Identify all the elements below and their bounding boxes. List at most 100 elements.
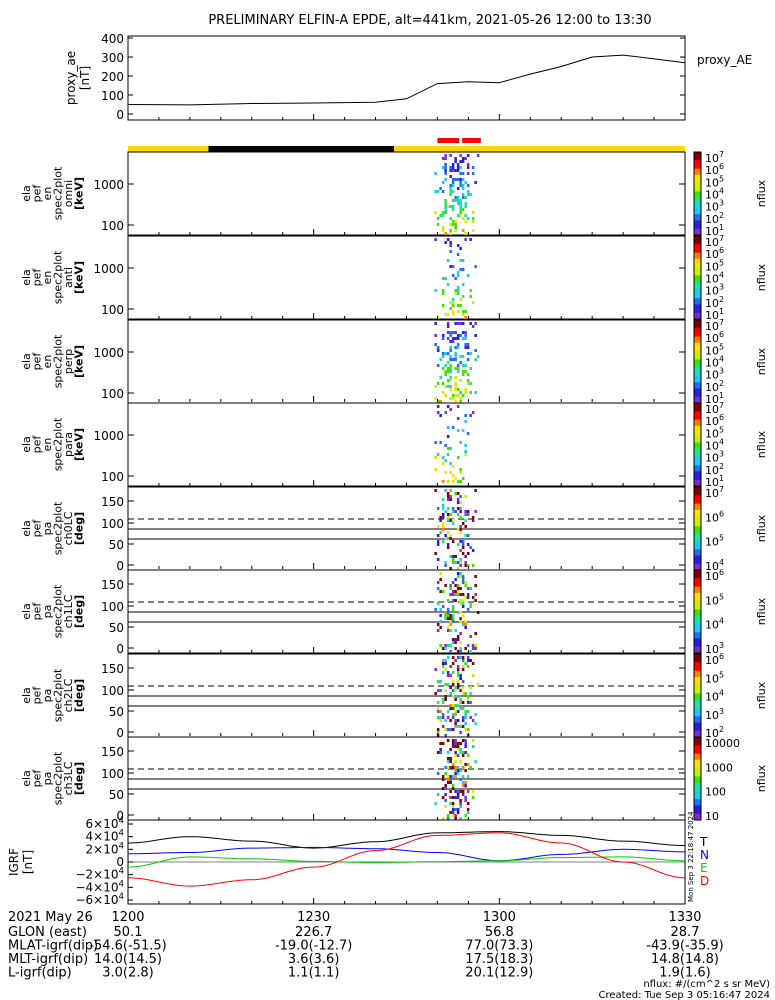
spectro-cell (441, 507, 445, 510)
spectro-cell (461, 725, 465, 728)
colorbar-tick-label: 106 (705, 568, 724, 583)
spectro-cell (474, 322, 477, 325)
colorbar-tick-label: 104 (705, 271, 724, 286)
colorbar-segment (694, 296, 701, 299)
spectro-cell (446, 367, 450, 370)
spectro-cell (454, 593, 457, 596)
spectro-cell (449, 567, 452, 570)
spectro-cell (461, 775, 465, 778)
science-zone-marker (437, 138, 460, 143)
spectro-ylabel: pef (31, 602, 44, 621)
spectro-ylabel: omni (62, 180, 75, 207)
colorbar-segment (694, 483, 701, 487)
igrf-ytick-label: −4×104 (75, 879, 124, 894)
spectro-cell (456, 567, 460, 570)
spectro-cell (441, 665, 445, 668)
spectro-cell (474, 647, 477, 650)
spectro-cell (449, 346, 452, 349)
colorbar-segment (694, 376, 701, 379)
colorbar-segment (694, 724, 701, 728)
colorbar-segment (694, 680, 701, 684)
spectro-cell (441, 391, 445, 394)
spectro-cell (441, 352, 445, 355)
spectro-cell (439, 376, 442, 379)
spectro-cell (456, 370, 460, 373)
spectro-cell (449, 704, 452, 707)
spectro-cell (459, 154, 462, 157)
spectro-cell (454, 352, 457, 355)
colorbar-segment (694, 338, 701, 342)
spectro-cell (456, 286, 460, 289)
spectro-cell (451, 397, 455, 400)
spectro-cell (434, 385, 437, 388)
created-note: Created: Tue Sep 3 05:16:47 2024 (599, 990, 771, 1000)
spectro-cell (454, 388, 457, 391)
colorbar-segment (694, 189, 701, 192)
spectro-cell (461, 283, 465, 286)
colorbar-segment (694, 772, 701, 775)
spectro-cell (466, 644, 470, 647)
colorbar-segment (694, 632, 701, 635)
colorbar-segment (694, 491, 701, 494)
spectro-cell (456, 745, 460, 748)
spectro-cell (444, 199, 447, 202)
colorbar-segment (694, 361, 701, 365)
spectro-cell (459, 510, 462, 513)
spectro-cell (464, 310, 467, 313)
colorbar-segment (694, 240, 701, 243)
spectro-cell (451, 620, 455, 623)
spectro-cell (436, 558, 440, 561)
colorbar-segment (694, 592, 701, 596)
colorbar-segment (694, 714, 701, 717)
colorbar-segment (694, 582, 701, 586)
spectro-cell (434, 343, 437, 346)
colorbar-segment (694, 664, 701, 667)
spectro-ylabel: [deg] (73, 512, 86, 545)
spectro-cell (469, 587, 472, 590)
spectro-cell (446, 352, 450, 355)
colorbar-segment (694, 271, 701, 274)
colorbar-segment (694, 344, 701, 348)
colorbar-segment (694, 152, 701, 155)
spectro-cell (446, 205, 450, 208)
spectro-cell (436, 507, 440, 510)
colorbar-segment (694, 505, 701, 509)
spectro-cell (461, 310, 465, 313)
proxy-ae-ytick-label: 200 (101, 70, 124, 84)
colorbar-segment (694, 609, 701, 612)
spectro-cell (459, 731, 462, 734)
spectro-cell (459, 805, 462, 808)
spectro-cell (461, 208, 465, 211)
spectro-cell (449, 811, 452, 814)
spectro-cell (444, 394, 447, 397)
spectro-cell (464, 214, 467, 217)
colorbar-segment (694, 759, 701, 763)
spectro-cell (449, 757, 452, 760)
spectro-cell (454, 160, 457, 163)
spectro-cell (464, 751, 467, 754)
spectro-cell (449, 692, 452, 695)
colorbar-segment (694, 176, 701, 180)
colorbar-segment (694, 349, 701, 352)
spectro-cell (444, 584, 447, 587)
spectro-cell (449, 587, 452, 590)
spectro-cell (449, 175, 452, 178)
spectro-cell (449, 187, 452, 190)
spectro-cell (459, 760, 462, 763)
igrf-ylabel-1: [nT] (21, 850, 35, 874)
spectro-ylabel: ela (20, 687, 33, 704)
colorbar-segment (694, 551, 701, 554)
colorbar-segment (694, 674, 701, 678)
spectro-cell (461, 229, 465, 232)
spectro-cell (456, 507, 460, 510)
spectro-cell (466, 193, 470, 196)
spectro-cell (456, 695, 460, 698)
spectro-cell (456, 683, 460, 686)
spectro-cell (444, 659, 447, 662)
spectro-cell (434, 608, 437, 611)
spectro-ytick-label: 1000 (93, 429, 124, 443)
colorbar-tick-label: 103 (705, 283, 724, 298)
x-axis: 2021 May 26 1200 1230 1300 1330 GLON (east) 5… (8, 114, 724, 981)
spectro-ytick-label: 150 (101, 578, 124, 592)
spectro-cell (439, 620, 442, 623)
